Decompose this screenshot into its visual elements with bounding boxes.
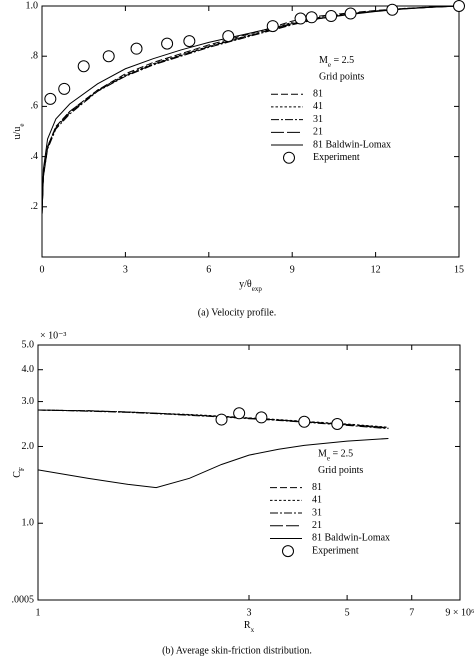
series-line [42,6,459,215]
y-tick-label: 1.0 [22,518,35,529]
y-axis-label-part: e [18,124,26,127]
legend-title-part: = 2.5 [330,449,353,460]
data-point [222,30,235,43]
legend-label: Experiment [313,152,360,163]
y-tick-label: 1.0 [26,0,39,11]
x-axis-label: y/θexp [239,279,262,292]
legend-marker [282,545,294,558]
x-axis-label-part: y/θ [239,279,252,290]
data-point [453,0,465,12]
x-tick-label: 3 [123,264,128,275]
legend-subtitle: Grid points [318,465,363,476]
x-axis-label: Rx [244,620,255,633]
data-point [255,411,268,424]
series-line [42,6,459,215]
legend-label: 81 Baldwin-Lomax [312,533,390,544]
y-axis-label-part: u/u [12,127,23,140]
y-tick-label: 3.0 [22,396,35,407]
data-point [58,82,71,95]
y-tick-label: 2.0 [22,441,35,452]
data-point [77,60,90,73]
y-tick-label: .4 [31,151,39,162]
data-point [294,12,307,25]
legend-title-part: e [327,454,330,462]
series-line [42,6,459,215]
y-tick-label: 5.0 [22,339,35,350]
data-point [298,415,311,428]
x-tick-label: 6 [206,264,211,275]
legend-label: 41 [313,101,323,112]
legend-label: 31 [313,114,323,125]
legend-label: 21 [313,127,323,138]
y-axis-label: u/ue [12,124,25,140]
y-tick-label: 4.0 [22,364,35,375]
data-point [305,11,318,24]
legend-title-part: = 2.5 [331,56,354,67]
y-axis-label-part: C [12,471,23,478]
data-point [233,407,246,420]
data-point [183,35,196,48]
plot-frame [37,344,461,601]
y-tick-label: .2 [31,201,39,212]
legend-title: Me = 2.5 [319,56,354,69]
legend-marker [283,151,295,164]
data-point [130,42,143,55]
plot-frame [41,5,460,258]
y-axis-label: CF [12,467,25,478]
data-point [325,10,338,23]
legend-title-part: M [318,449,327,460]
data-point [331,418,344,430]
x-axis-label-part: x [251,626,255,634]
y-tick-label: .0005 [12,594,35,605]
x-tick-label: 9 × 10⁶ [445,607,474,618]
data-point [215,413,228,426]
legend-label: 81 [313,89,323,100]
legend-title-part: e [328,61,331,69]
series-line [38,437,389,489]
x-tick-label: 3 [247,607,252,618]
legend-title-part: M [319,56,328,67]
series-line [42,6,459,215]
legend-label: 31 [312,507,322,518]
y-multiplier: × 10⁻³ [40,330,66,341]
x-tick-label: 0 [40,264,45,275]
legend-title: Me = 2.5 [318,449,353,462]
legend-label: 81 Baldwin-Lomax [313,139,391,150]
data-point [161,37,174,50]
x-tick-label: 9 [290,264,295,275]
x-axis-label-part: exp [252,285,263,293]
series-line [42,6,459,215]
legend-label: 21 [312,520,322,531]
legend-label: 41 [312,495,322,506]
data-point [44,92,57,105]
x-axis-label-part: R [244,620,251,631]
data-point [386,3,399,16]
caption: (b) Average skin-friction distribution. [162,645,312,656]
data-point [344,7,357,20]
data-point [266,20,279,33]
y-tick-label: .8 [31,50,39,61]
y-axis-label-part: F [18,467,26,471]
x-tick-label: 1 [36,607,41,618]
legend-subtitle: Grid points [319,72,364,83]
x-tick-label: 5 [345,607,350,618]
caption: (a) Velocity profile. [198,307,276,318]
legend-label: Experiment [312,545,359,556]
x-tick-label: 7 [409,607,414,618]
x-tick-label: 12 [371,264,381,275]
data-point [102,50,115,63]
legend-label: 81 [312,482,322,493]
x-tick-label: 15 [454,264,464,275]
y-tick-label: .6 [31,101,39,112]
